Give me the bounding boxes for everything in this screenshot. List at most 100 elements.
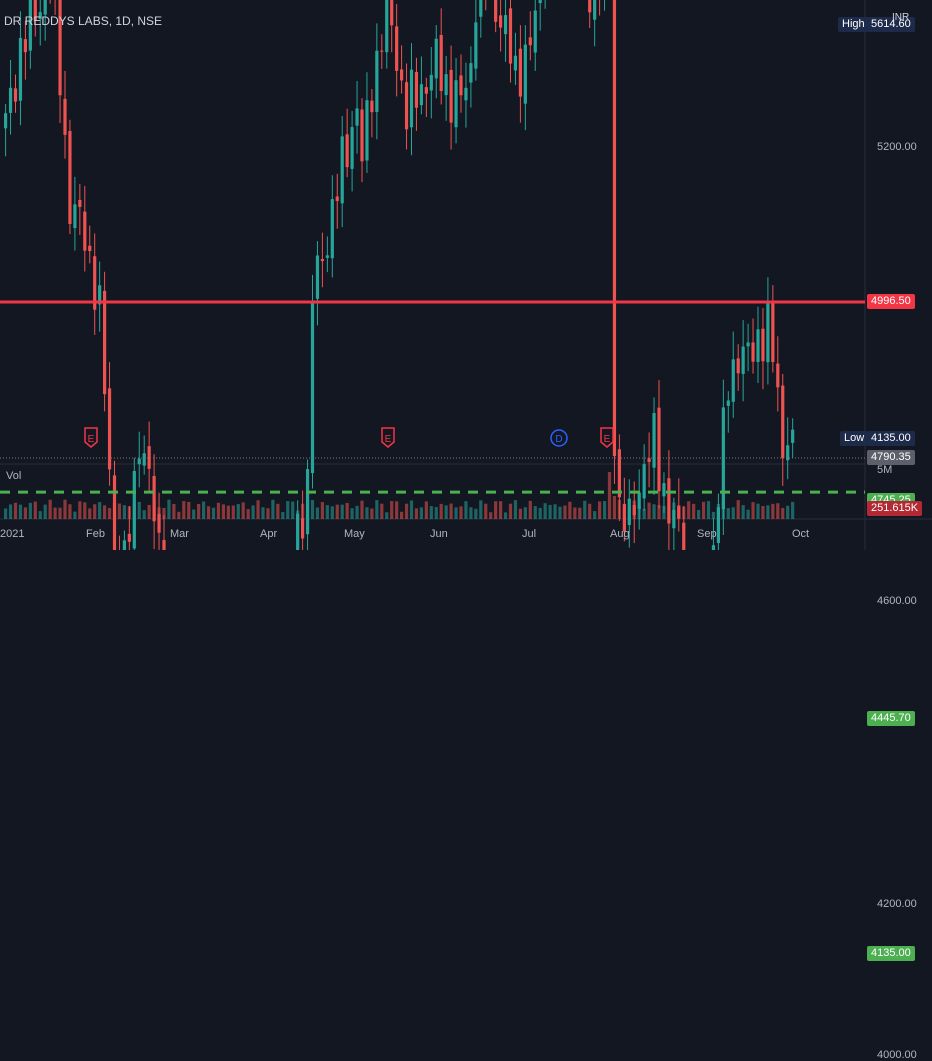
candle-body — [78, 199, 82, 207]
candle-body — [736, 358, 740, 374]
x-tick-label: Jul — [522, 528, 537, 540]
volume-bar — [271, 499, 275, 519]
volume-bar — [340, 504, 344, 519]
volume-bar — [474, 508, 478, 519]
candle-body — [538, 0, 542, 4]
volume-bar — [697, 509, 701, 519]
volume-label: Vol — [6, 470, 22, 482]
volume-bar — [83, 502, 87, 519]
volume-bar — [548, 504, 552, 519]
earnings-marker-icon[interactable] — [381, 427, 395, 448]
volume-bar — [142, 510, 146, 519]
volume-bar — [291, 501, 295, 519]
volume-bar — [662, 505, 666, 519]
candle-body — [335, 196, 339, 201]
volume-bar — [766, 505, 770, 519]
volume-bar — [48, 499, 52, 519]
volume-bar — [617, 499, 621, 519]
candle-body — [419, 84, 423, 106]
candle-body — [13, 88, 18, 102]
volume-bar — [23, 507, 27, 519]
candle-body — [107, 388, 112, 470]
volume-bar — [721, 499, 725, 519]
candle-body — [469, 63, 473, 83]
volume-bar — [563, 505, 567, 519]
candle-body — [330, 199, 334, 259]
volume-last-tag: 251.615K — [867, 501, 923, 516]
volume-bar — [286, 501, 290, 519]
volume-bar — [182, 501, 186, 519]
volume-bar — [93, 504, 97, 519]
candle-body — [479, 0, 483, 17]
volume-bar — [53, 507, 57, 519]
candle-body — [439, 34, 443, 92]
volume-bar — [513, 500, 518, 519]
volume-bar — [489, 512, 493, 519]
volume-bar — [657, 505, 661, 519]
volume-bar — [692, 503, 696, 519]
volume-bar — [375, 500, 379, 519]
candle-body — [152, 475, 156, 522]
candle-body — [325, 255, 329, 258]
candle-body — [93, 256, 97, 310]
candle-body — [370, 100, 374, 113]
dividend-marker-icon[interactable] — [550, 429, 568, 447]
candle-body — [682, 522, 686, 550]
volume-bar — [538, 507, 542, 519]
volume-bar — [330, 506, 334, 519]
last-price-tag: 4790.35 — [867, 449, 915, 465]
candle-body — [38, 12, 42, 19]
candle-body — [122, 540, 126, 550]
candle-body — [296, 513, 300, 550]
volume-bar — [503, 512, 508, 519]
volume-bar — [469, 507, 473, 519]
volume-bar — [390, 501, 394, 519]
volume-bar — [791, 501, 795, 519]
candle-body — [380, 50, 384, 52]
volume-bar — [18, 504, 23, 519]
volume-bar — [578, 507, 582, 519]
candle-body — [409, 69, 414, 128]
x-tick-label: Mar — [170, 528, 189, 540]
volume-bar — [28, 502, 32, 519]
candle-body — [157, 514, 161, 533]
candle-body — [647, 458, 651, 463]
volume-bar — [38, 511, 42, 519]
candle-body — [756, 329, 760, 362]
x-tick-label: Apr — [260, 528, 278, 540]
earnings-marker-icon[interactable] — [600, 427, 614, 448]
earnings-marker-icon[interactable] — [84, 427, 98, 448]
candle-body — [508, 8, 513, 64]
volume-bar — [464, 501, 468, 519]
volume-bar — [4, 508, 8, 519]
volume-bar — [494, 501, 498, 519]
volume-bar — [652, 504, 656, 519]
volume-bar — [147, 504, 151, 519]
volume-bar — [211, 507, 216, 519]
candle-body — [33, 0, 37, 22]
volume-bar — [404, 503, 409, 519]
volume-bar — [741, 505, 745, 519]
volume-bar — [246, 509, 250, 519]
candle-body — [414, 71, 419, 108]
x-tick-label: Aug — [610, 528, 630, 540]
volume-bar — [310, 500, 315, 519]
volume-bar — [632, 500, 636, 519]
candle-body — [464, 87, 468, 101]
candle-body — [528, 37, 532, 46]
candle-body — [459, 75, 463, 96]
candle-body — [429, 74, 433, 91]
volume-bar — [8, 504, 13, 519]
volume-bar — [360, 500, 364, 519]
candle-body — [434, 38, 438, 79]
volume-bar — [543, 503, 547, 519]
volume-bar — [177, 511, 181, 519]
price-line-tag: 4445.70 — [867, 710, 915, 726]
volume-bar — [13, 502, 18, 519]
candle-body — [162, 540, 166, 550]
candle-body — [726, 400, 730, 406]
volume-bar — [484, 503, 488, 519]
price-line-tag: 4135.00 — [867, 945, 915, 961]
